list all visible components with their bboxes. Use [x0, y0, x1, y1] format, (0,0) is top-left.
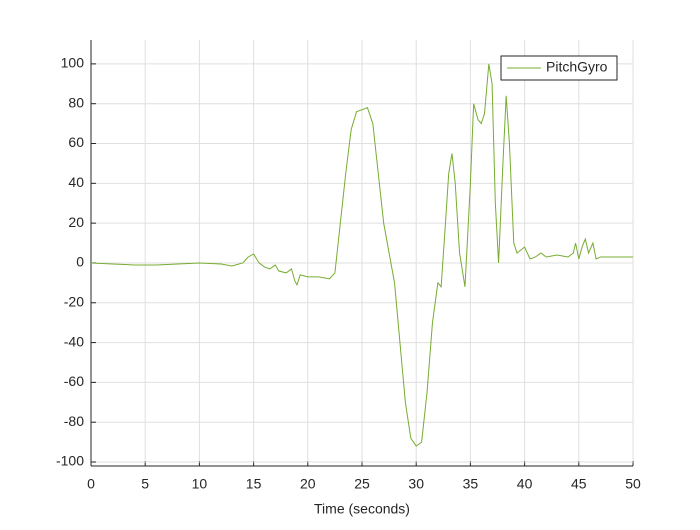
x-tick-label: 35 — [463, 476, 479, 492]
x-tick-label: 30 — [408, 476, 424, 492]
x-tick-label: 10 — [192, 476, 208, 492]
x-tick-label: 45 — [571, 476, 587, 492]
y-tick-label: 40 — [68, 174, 84, 190]
y-tick-label: -100 — [56, 453, 84, 469]
y-tick-label: -20 — [64, 293, 84, 309]
y-tick-label: -60 — [64, 373, 84, 389]
y-tick-label: -80 — [64, 413, 84, 429]
y-tick-label: 80 — [68, 94, 84, 110]
legend-label: PitchGyro — [546, 59, 608, 75]
x-tick-label: 15 — [246, 476, 262, 492]
x-axis-label: Time (seconds) — [314, 501, 410, 517]
x-tick-label: 40 — [517, 476, 533, 492]
x-tick-label: 0 — [87, 476, 95, 492]
y-tick-label: -40 — [64, 333, 84, 349]
x-tick-label: 20 — [300, 476, 316, 492]
x-tick-label: 50 — [625, 476, 641, 492]
data-line — [90, 63, 633, 447]
x-tick-label: 5 — [141, 476, 149, 492]
y-tick-label: 100 — [61, 55, 85, 71]
y-tick-label: 20 — [68, 214, 84, 230]
y-tick-label: 60 — [68, 134, 84, 150]
x-tick-label: 25 — [354, 476, 370, 492]
y-tick-label: 0 — [76, 254, 84, 270]
